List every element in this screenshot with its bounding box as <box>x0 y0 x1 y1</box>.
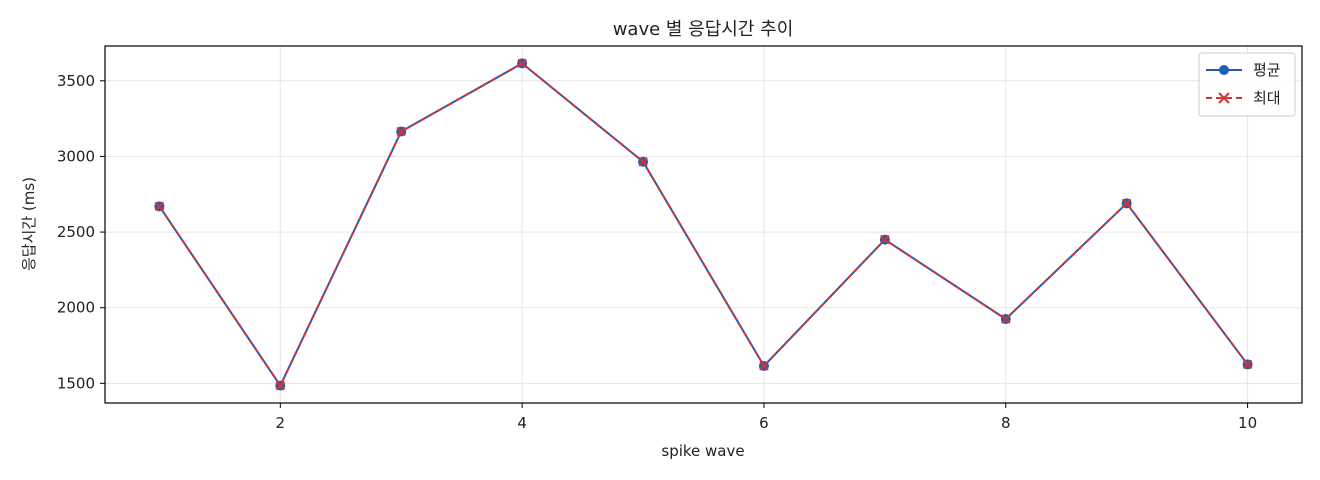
chart-title: wave 별 응답시간 추이 <box>613 19 794 40</box>
data-point-max <box>275 380 286 391</box>
legend-marker-max <box>1218 92 1230 104</box>
data-point-max <box>517 58 527 69</box>
x-axis-ticks: 2 4 6 8 10 <box>276 403 1257 432</box>
legend: 평균 최대 <box>1198 52 1296 117</box>
data-point-max <box>1242 359 1253 370</box>
y-tick-label: 2500 <box>57 223 95 241</box>
y-tick-label: 3000 <box>57 147 95 165</box>
x-tick-label: 2 <box>276 414 286 432</box>
data-point-max <box>638 157 648 167</box>
legend-label-mean: 평균 <box>1253 61 1281 79</box>
data-point-max <box>396 126 406 137</box>
series-layer <box>154 58 1253 391</box>
x-axis-label: spike wave <box>661 442 744 460</box>
data-point-max <box>880 234 890 245</box>
y-tick-label: 2000 <box>57 299 95 317</box>
plot-frame <box>104 45 1303 404</box>
legend-label-max: 최대 <box>1253 89 1281 107</box>
data-point-max <box>1001 314 1011 324</box>
x-tick-label: 10 <box>1238 414 1257 432</box>
legend-marker-mean <box>1219 65 1229 75</box>
data-point-max <box>759 361 769 371</box>
y-tick-label: 1500 <box>57 374 95 392</box>
grid <box>105 46 1302 403</box>
y-axis-label: 응답시간 (ms) <box>20 177 38 271</box>
y-tick-label: 3500 <box>57 72 95 90</box>
x-tick-label: 8 <box>1001 414 1011 432</box>
series-line-mean <box>158 62 1249 388</box>
data-point-max <box>1121 198 1132 209</box>
x-tick-label: 6 <box>759 414 769 432</box>
data-point-max <box>154 201 165 212</box>
x-tick-label: 4 <box>517 414 527 432</box>
y-axis-ticks: 1500 2000 2500 3000 3500 <box>57 72 105 392</box>
series-line-max <box>158 62 1249 388</box>
